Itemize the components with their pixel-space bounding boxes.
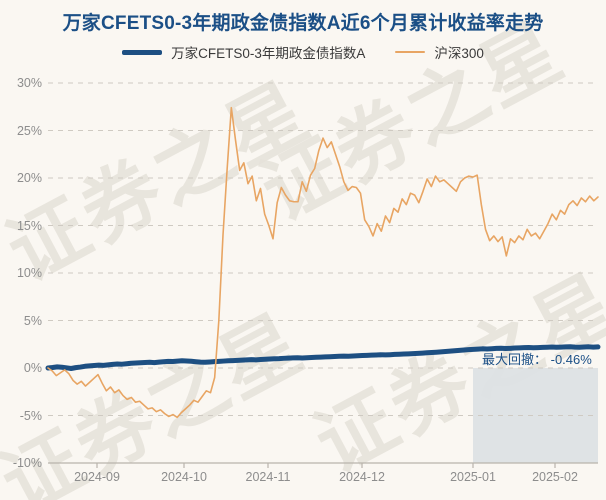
- drawdown-highlight-band: [473, 368, 598, 463]
- y-axis-tick-label: 30%: [16, 76, 42, 90]
- legend-label-benchmark: 沪深300: [434, 46, 484, 61]
- legend-item-fund[interactable]: 万家CFETS0-3年期政金债指数A: [122, 42, 365, 62]
- legend-item-benchmark[interactable]: 沪深300: [395, 42, 484, 62]
- series-line-benchmark: [47, 106, 599, 419]
- y-axis-tick-label: 25%: [16, 123, 42, 138]
- y-axis-tick-label: 20%: [16, 171, 42, 185]
- x-axis-tick-label: 2024-12: [339, 470, 385, 484]
- max-drawdown-annotation: 最大回撤： -0.46%: [482, 352, 592, 367]
- chart-title: 万家CFETS0-3年期政金债指数A近6个月累计收益率走势: [62, 13, 544, 34]
- legend-line-thin-icon: [395, 51, 426, 53]
- series-line-fund: [45, 344, 601, 371]
- x-axis-tick-label: 2025-01: [450, 470, 496, 484]
- y-axis-tick-label: 5%: [23, 313, 42, 328]
- y-axis-tick-label: -5%: [19, 408, 42, 423]
- y-axis-tick-label: 10%: [16, 266, 42, 280]
- legend-label-fund: 万家CFETS0-3年期政金债指数A: [171, 46, 366, 61]
- chart-legend: 万家CFETS0-3年期政金债指数A 沪深300: [0, 42, 606, 62]
- x-axis-tick-label: 2025-02: [532, 470, 578, 484]
- y-axis-tick-label: 0%: [23, 361, 42, 375]
- x-axis-tick-label: 2024-09: [74, 470, 120, 484]
- x-axis-tick-label: 2024-11: [245, 470, 291, 484]
- legend-line-thick-icon: [122, 49, 163, 55]
- y-axis-tick-label: -10%: [12, 456, 42, 470]
- y-axis-labels: 30% 25% 20% 15% 10% 5% 0% -5% -10%: [0, 0, 48, 500]
- x-axis-tick-label: 2024-10: [161, 470, 207, 484]
- y-axis-tick-label: 15%: [16, 218, 42, 233]
